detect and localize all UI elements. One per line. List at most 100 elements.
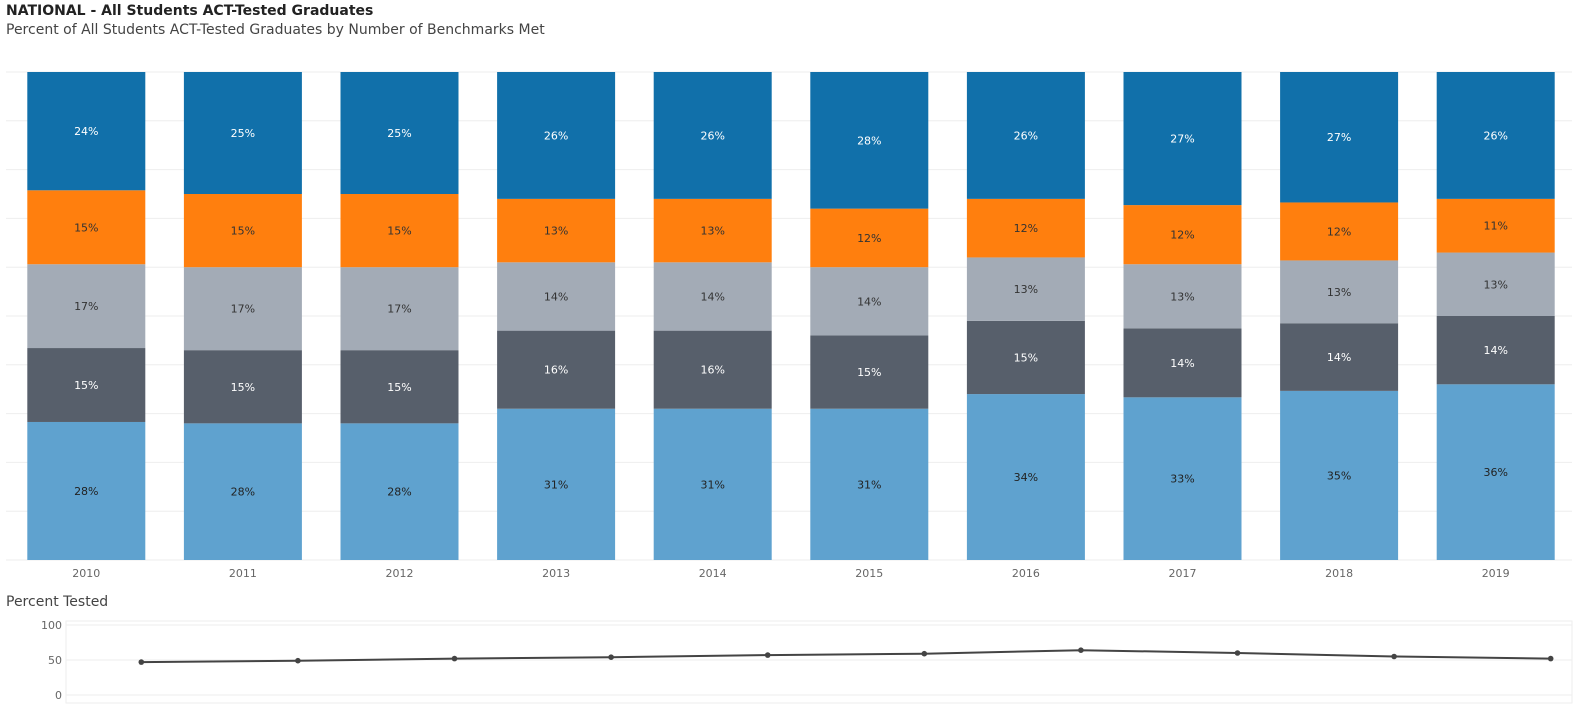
chart-title: NATIONAL - All Students ACT-Tested Gradu… (6, 3, 374, 19)
bar-segment-2010-segment-1 (27, 421, 146, 560)
bar-segment-2015-segment-3 (810, 267, 929, 336)
bar-data-label: 15% (74, 221, 98, 234)
chart-subtitle: Percent of All Students ACT-Tested Gradu… (6, 22, 545, 38)
bar-data-label: 25% (231, 127, 255, 140)
bar-segment-2016-segment-1 (966, 394, 1085, 560)
bar-segment-2011-segment-3 (183, 267, 302, 351)
bar-segment-2017-segment-1 (1123, 397, 1242, 560)
bar-data-label: 12% (1014, 222, 1038, 235)
bar-data-label: 17% (74, 300, 98, 313)
x-tick-label-2018: 2018 (1325, 567, 1353, 580)
bar-data-label: 26% (1483, 129, 1507, 142)
bar-data-label: 35% (1327, 469, 1351, 482)
bar-segment-2012-segment-4 (340, 194, 459, 268)
bar-segment-2014-segment-5 (653, 72, 772, 199)
bar-data-label: 15% (231, 225, 255, 238)
bar-segment-2014-segment-2 (653, 330, 772, 409)
bar-data-label: 15% (387, 381, 411, 394)
y-tick-label-0: 0 (55, 689, 62, 702)
x-tick-label-2019: 2019 (1482, 567, 1510, 580)
bar-data-label: 24% (74, 125, 98, 138)
bar-segment-2019-segment-2 (1436, 316, 1555, 385)
bar-segment-2014-segment-1 (653, 408, 772, 560)
bar-data-label: 14% (700, 290, 724, 303)
bar-data-label: 14% (1327, 351, 1351, 364)
x-tick-label-2013: 2013 (542, 567, 570, 580)
bar-segment-2012-segment-1 (340, 423, 459, 560)
bar-data-label: 13% (1327, 286, 1351, 299)
y-tick-label-50: 50 (48, 654, 62, 667)
bar-data-label: 36% (1483, 466, 1507, 479)
bar-data-label: 26% (1014, 129, 1038, 142)
bar-data-label: 34% (1014, 471, 1038, 484)
x-tick-label-2017: 2017 (1169, 567, 1197, 580)
bar-data-label: 15% (74, 379, 98, 392)
bar-data-label: 14% (857, 295, 881, 308)
bar-segment-2017-segment-3 (1123, 264, 1242, 329)
bar-data-label: 11% (1483, 220, 1507, 233)
bar-segment-2011-segment-2 (183, 350, 302, 424)
bar-segment-2018-segment-4 (1280, 202, 1399, 261)
bar-data-label: 28% (74, 485, 98, 498)
bar-data-label: 27% (1327, 131, 1351, 144)
bar-segment-2019-segment-4 (1436, 198, 1555, 253)
bar-segment-2011-segment-5 (183, 72, 302, 194)
bar-segment-2014-segment-4 (653, 198, 772, 263)
bar-data-label: 13% (1014, 283, 1038, 296)
bar-segment-2015-segment-1 (810, 408, 929, 560)
bar-data-label: 15% (231, 381, 255, 394)
bar-data-label: 15% (1014, 351, 1038, 364)
x-tick-label-2016: 2016 (1012, 567, 1040, 580)
bar-data-label: 25% (387, 127, 411, 140)
bar-segment-2011-segment-1 (183, 423, 302, 560)
bar-data-label: 27% (1170, 133, 1194, 146)
bar-segment-2013-segment-4 (497, 198, 616, 263)
percent-tested-point-2016 (1078, 647, 1084, 653)
bar-segment-2013-segment-2 (497, 330, 616, 409)
bar-data-label: 28% (231, 486, 255, 499)
bar-segment-2017-segment-2 (1123, 328, 1242, 398)
bar-data-label: 14% (1483, 344, 1507, 357)
bar-segment-2018-segment-3 (1280, 260, 1399, 324)
bar-segment-2010-segment-3 (27, 264, 146, 349)
bar-data-label: 28% (387, 486, 411, 499)
x-tick-label-2012: 2012 (386, 567, 414, 580)
line-chart-title: Percent Tested (6, 594, 109, 610)
bar-data-label: 26% (700, 129, 724, 142)
percent-tested-point-2019 (1547, 655, 1554, 662)
y-tick-label-100: 100 (41, 619, 62, 632)
bar-segment-2017-segment-4 (1123, 205, 1242, 265)
percent-tested-point-2011 (295, 657, 301, 664)
bar-data-label: 12% (857, 232, 881, 245)
bar-data-label: 16% (700, 364, 724, 377)
bar-data-label: 12% (1327, 225, 1351, 238)
bar-segment-2012-segment-3 (340, 267, 459, 351)
bar-data-label: 17% (231, 303, 255, 316)
bar-data-label: 13% (1170, 290, 1194, 303)
bar-data-label: 13% (1483, 278, 1507, 291)
bar-segment-2016-segment-5 (966, 72, 1085, 199)
bar-segment-2015-segment-2 (810, 335, 929, 409)
percent-tested-point-2013 (608, 654, 614, 660)
bar-segment-2019-segment-5 (1436, 72, 1555, 199)
bar-data-label: 17% (387, 303, 411, 316)
bar-segment-2019-segment-1 (1436, 384, 1555, 560)
bar-segment-2015-segment-5 (810, 72, 929, 209)
bar-segment-2018-segment-5 (1280, 72, 1399, 203)
bar-segment-2013-segment-5 (497, 72, 616, 199)
bar-segment-2017-segment-5 (1123, 72, 1242, 206)
bar-data-label: 14% (1170, 357, 1194, 370)
bar-segment-2010-segment-5 (27, 72, 146, 191)
bar-segment-2016-segment-3 (966, 257, 1085, 321)
bar-segment-2016-segment-2 (966, 320, 1085, 395)
percent-tested-point-2015 (921, 650, 928, 657)
bar-segment-2016-segment-4 (966, 198, 1085, 258)
bar-data-label: 15% (387, 225, 411, 238)
bar-data-label: 12% (1170, 229, 1194, 242)
percent-tested-point-2017 (1234, 650, 1241, 656)
bar-segment-2015-segment-4 (810, 208, 929, 268)
bar-segment-2010-segment-4 (27, 190, 146, 265)
percent-tested-line (141, 649, 1551, 664)
bar-data-label: 26% (544, 129, 568, 142)
bar-data-label: 28% (857, 134, 881, 147)
